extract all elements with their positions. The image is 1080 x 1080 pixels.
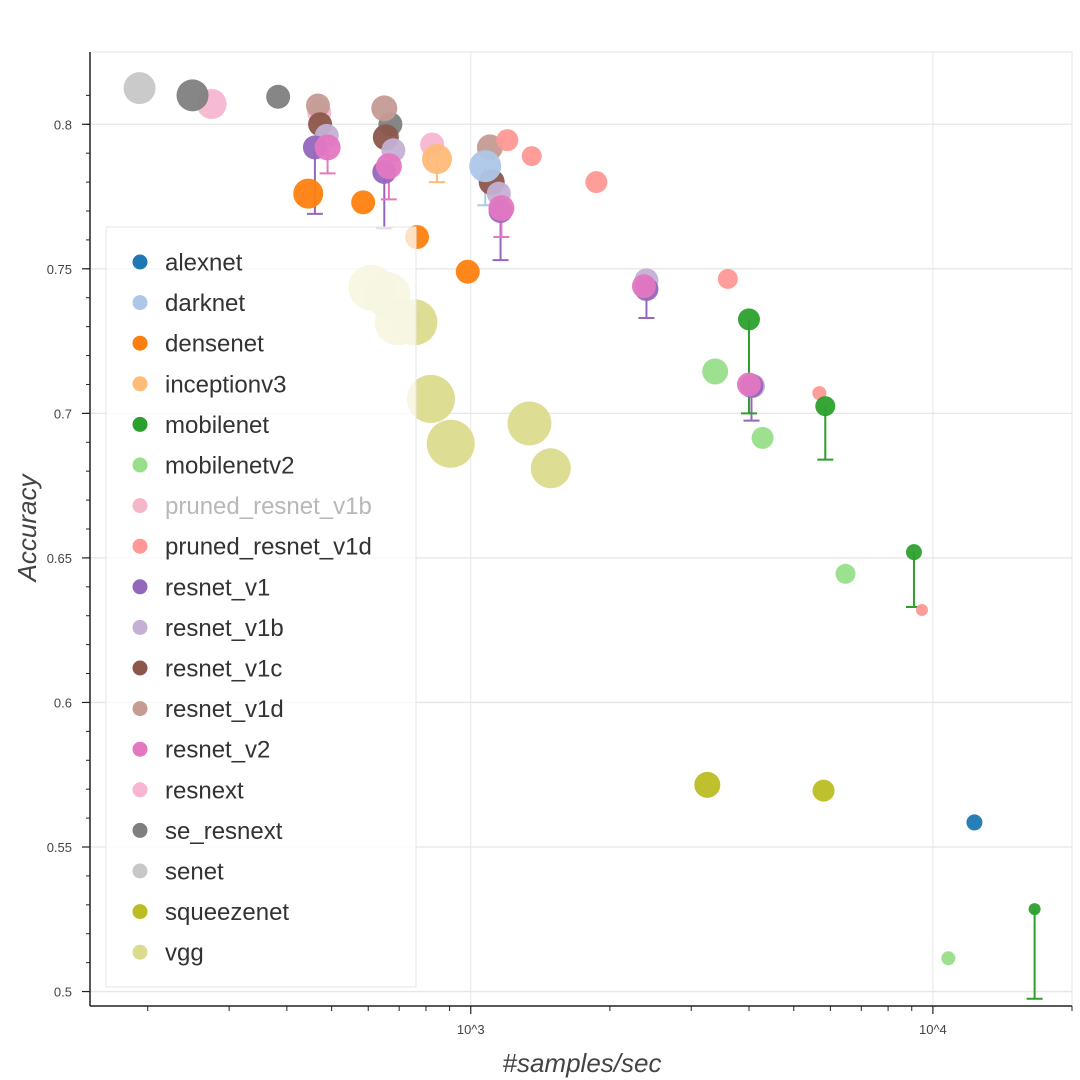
legend-label-resnet_v1c: resnet_v1c — [165, 656, 282, 683]
axis-ticks: 0.5 0.55 0.6 0.65 0.7 0.75 0.8 10^3 10^4 — [47, 94, 1073, 1037]
legend: alexnet darknet densenet inceptionv3 mobilen… — [105, 226, 417, 988]
resnet_v2-point — [631, 274, 656, 299]
legend-label-densenet: densenet — [165, 331, 264, 358]
legend-box — [105, 226, 417, 988]
mobilenet-point — [905, 544, 922, 561]
legend-marker-senet — [132, 863, 148, 879]
mobilenet-point — [815, 396, 836, 417]
x-tick-label: 10^3 — [457, 1022, 485, 1037]
legend-marker-resnet_v1d — [132, 701, 148, 717]
vgg-point — [426, 419, 475, 468]
y-tick-label: 0.5 — [54, 985, 72, 1000]
y-tick-label: 0.55 — [47, 840, 72, 855]
legend-marker-se_resnext — [132, 822, 148, 838]
y-axis-title: Accuracy — [12, 473, 42, 584]
x-tick-label: 10^4 — [919, 1022, 947, 1037]
legend-marker-resnet_v2 — [132, 741, 148, 757]
pruned_resnet_v1d-point — [585, 171, 608, 194]
densenet-point — [455, 259, 480, 284]
vgg-point — [406, 374, 455, 423]
legend-label-resnet_v2: resnet_v2 — [165, 737, 270, 764]
legend-label-resnext: resnext — [165, 777, 244, 804]
legend-marker-mobilenetv2 — [132, 457, 148, 473]
legend-marker-pruned_resnet_v1b — [132, 498, 148, 514]
densenet-point — [351, 190, 376, 215]
legend-label-se_resnext: se_resnext — [165, 818, 283, 845]
mobilenetv2-point — [702, 358, 729, 385]
pruned_resnet_v1d-point — [717, 268, 738, 289]
inceptionv3-point — [421, 143, 452, 174]
legend-label-mobilenetv2: mobilenetv2 — [165, 453, 294, 480]
senet-point — [123, 72, 156, 105]
darknet-point — [469, 150, 502, 183]
legend-label-alexnet: alexnet — [165, 250, 243, 277]
legend-marker-pruned_resnet_v1d — [132, 538, 148, 554]
legend-label-pruned_resnet_v1b: pruned_resnet_v1b — [165, 493, 372, 520]
resnet_v2-point — [375, 153, 402, 180]
resnet_v2-point — [736, 372, 761, 397]
mobilenetv2-point — [751, 426, 774, 449]
pruned_resnet_v1d-point — [915, 603, 928, 616]
mobilenetv2-point — [835, 563, 856, 584]
densenet-point — [293, 178, 324, 209]
mobilenet-point — [737, 308, 760, 331]
x-axis-title: #samples/sec — [503, 1048, 662, 1078]
y-tick-label: 0.6 — [54, 695, 72, 710]
mobilenet-point — [1028, 903, 1041, 916]
legend-label-pruned_resnet_v1d: pruned_resnet_v1d — [165, 534, 372, 561]
legend-marker-vgg — [132, 944, 148, 960]
squeezenet-point — [694, 771, 721, 798]
pruned_resnet_v1d-point — [496, 129, 519, 152]
legend-marker-darknet — [132, 295, 148, 311]
squeezenet-point — [812, 779, 835, 802]
y-tick-label: 0.7 — [54, 406, 72, 421]
alexnet-point — [966, 814, 983, 831]
mobilenetv2-point — [941, 951, 956, 966]
vgg-point — [507, 401, 552, 446]
legend-marker-resnext — [132, 782, 148, 798]
se_resnext-point — [176, 79, 209, 112]
resnet_v2-point — [488, 195, 515, 222]
pruned_resnet_v1d-point — [521, 146, 542, 167]
legend-marker-resnet_v1b — [132, 619, 148, 635]
legend-marker-squeezenet — [132, 904, 148, 920]
legend-label-squeezenet: squeezenet — [165, 899, 289, 926]
legend-marker-inceptionv3 — [132, 376, 148, 392]
resnet_v1d-point — [371, 95, 398, 122]
legend-label-resnet_v1d: resnet_v1d — [165, 696, 284, 723]
legend-label-mobilenet: mobilenet — [165, 412, 269, 439]
resnet_v1d-point — [305, 93, 330, 118]
legend-marker-resnet_v1c — [132, 660, 148, 676]
legend-label-darknet: darknet — [165, 290, 245, 317]
legend-marker-mobilenet — [132, 416, 148, 432]
y-tick-label: 0.8 — [54, 117, 72, 132]
legend-label-resnet_v1b: resnet_v1b — [165, 615, 284, 642]
legend-label-inceptionv3: inceptionv3 — [165, 371, 286, 398]
legend-marker-resnet_v1 — [132, 579, 148, 595]
legend-marker-densenet — [132, 335, 148, 351]
legend-label-resnet_v1: resnet_v1 — [165, 574, 270, 601]
legend-marker-alexnet — [132, 254, 148, 270]
y-tick-label: 0.65 — [47, 551, 72, 566]
resnet_v2-point — [314, 134, 341, 161]
y-tick-label: 0.75 — [47, 262, 72, 277]
legend-label-senet: senet — [165, 859, 224, 886]
se_resnext-point — [266, 84, 291, 109]
vgg-point — [530, 448, 571, 489]
legend-label-vgg: vgg — [165, 940, 204, 967]
